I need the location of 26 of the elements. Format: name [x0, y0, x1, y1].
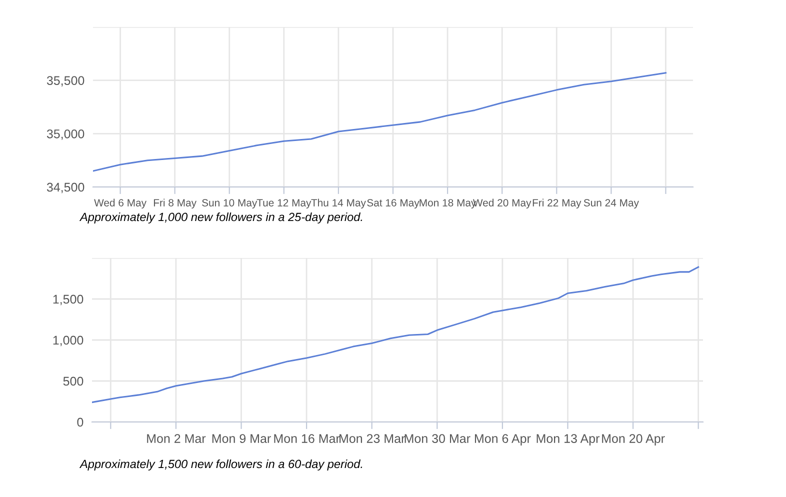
- x-tick-label: Mon 23 Mar: [340, 434, 405, 443]
- x-tick-label: Mon 30 Mar: [404, 434, 470, 443]
- y-tick-label: 34,500: [46, 182, 84, 194]
- x-tick-label: Mon 13 Apr: [536, 434, 600, 446]
- x-tick-label: Mon 9 Mar: [212, 434, 271, 443]
- x-tick-label: Thu 14 May: [311, 198, 366, 209]
- y-tick-label: 35,500: [46, 76, 84, 86]
- x-tick-label: Sat 16 May: [367, 199, 420, 209]
- x-tick-label: Wed 6 May: [94, 198, 147, 209]
- text: Approximately 1,500 new followers in a 60-day period.: [79, 459, 362, 471]
- x-tick-label: Mon 2 Mar: [147, 434, 206, 443]
- x-tick-label: Sun 24 May: [584, 199, 639, 209]
- y-tick-label: 500: [63, 376, 84, 386]
- x-tick-label: Tue 12 May: [256, 199, 312, 209]
- x-tick-label: Mon 20 Apr: [602, 434, 665, 446]
- x-tick-label: Sun 10 May: [202, 199, 258, 209]
- x-tick-label: Mon 6 Apr: [474, 434, 531, 446]
- y-tick-label: 1,500: [53, 294, 84, 306]
- text: Approximately 1,000 new followers in a 25-day period.: [79, 212, 362, 224]
- line-series: [93, 72, 666, 172]
- x-tick-label: Fri 8 May: [154, 198, 197, 209]
- y-tick-label: 1,000: [53, 336, 84, 346]
- y-tick-label: 0: [77, 418, 84, 427]
- y-tick-label: 35,000: [46, 129, 84, 140]
- x-tick-label: Mon 16 Mar: [274, 434, 340, 443]
- x-tick-label: Fri 22 May: [532, 198, 582, 209]
